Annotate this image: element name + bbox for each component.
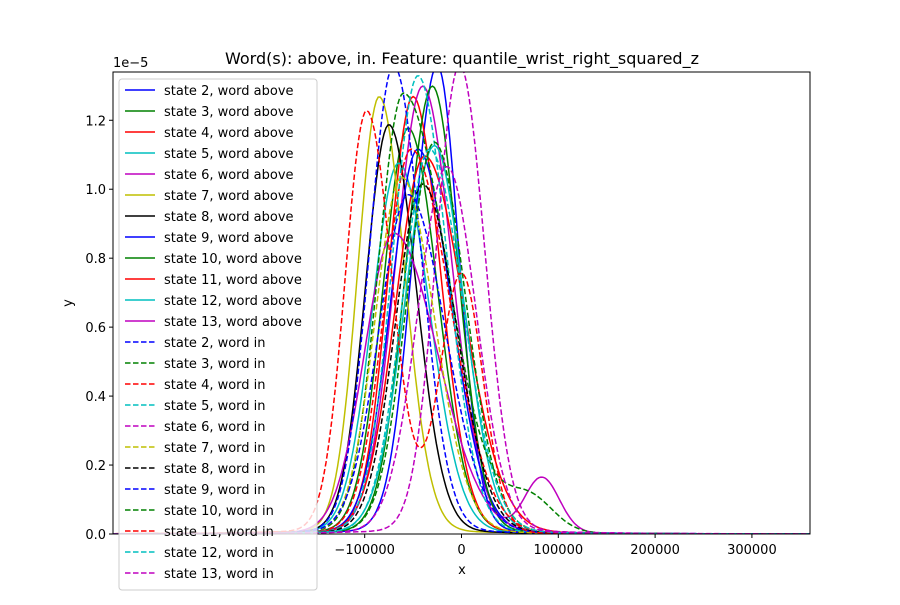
- x-tick-label: 0: [457, 543, 465, 558]
- legend-entry-label: state 9, word in: [164, 483, 266, 498]
- legend-entry-label: state 8, word above: [164, 210, 294, 225]
- y-tick-label: 0.0: [85, 528, 106, 543]
- x-tick-label: −100000: [334, 543, 395, 558]
- legend-entry-label: state 13, word above: [164, 315, 302, 330]
- x-tick-label: 200000: [630, 543, 680, 558]
- chart-title: Word(s): above, in. Feature: quantile_wr…: [225, 49, 699, 69]
- legend-entry-label: state 2, word above: [164, 84, 294, 99]
- x-axis: −100000 0 100000 200000 300000: [334, 534, 777, 558]
- legend-entry-label: state 3, word above: [164, 105, 294, 120]
- y-axis: 0.0 0.2 0.4 0.6 0.8 1.0 1.2: [85, 114, 113, 543]
- y-offset-label: 1e−5: [113, 56, 148, 71]
- legend-entry-label: state 6, word in: [164, 420, 266, 435]
- x-tick-label: 300000: [727, 543, 777, 558]
- y-tick-label: 0.6: [85, 321, 106, 336]
- legend-entry-label: state 5, word above: [164, 147, 294, 162]
- legend-box: [118, 78, 318, 591]
- legend-entry-label: state 10, word in: [164, 504, 274, 519]
- legend-entry-label: state 4, word above: [164, 126, 294, 141]
- legend-entry-label: state 12, word in: [164, 546, 274, 561]
- legend: state 2, word above state 3, word above st…: [118, 78, 318, 591]
- legend-entry-label: state 7, word in: [164, 441, 266, 456]
- y-tick-label: 0.4: [85, 390, 106, 405]
- legend-entry-label: state 7, word above: [164, 189, 294, 204]
- legend-entry-label: state 8, word in: [164, 462, 266, 477]
- legend-entry-label: state 11, word above: [164, 273, 302, 288]
- legend-entry-label: state 5, word in: [164, 399, 266, 414]
- y-tick-label: 1.0: [85, 183, 106, 198]
- legend-entry-label: state 2, word in: [164, 336, 266, 351]
- legend-entry-label: state 9, word above: [164, 231, 294, 246]
- legend-entry-label: state 12, word above: [164, 294, 302, 309]
- y-tick-label: 0.8: [85, 252, 106, 267]
- legend-entry-label: state 11, word in: [164, 525, 274, 540]
- legend-entry-label: state 13, word in: [164, 567, 274, 582]
- x-axis-label: x: [458, 563, 466, 578]
- x-tick-label: 100000: [533, 543, 583, 558]
- y-tick-label: 0.2: [85, 459, 106, 474]
- y-axis-label: y: [61, 299, 76, 307]
- legend-entry-label: state 3, word in: [164, 357, 266, 372]
- legend-entry-label: state 10, word above: [164, 252, 302, 267]
- y-tick-label: 1.2: [85, 114, 106, 129]
- legend-entry-label: state 4, word in: [164, 378, 266, 393]
- legend-entry-label: state 6, word above: [164, 168, 294, 183]
